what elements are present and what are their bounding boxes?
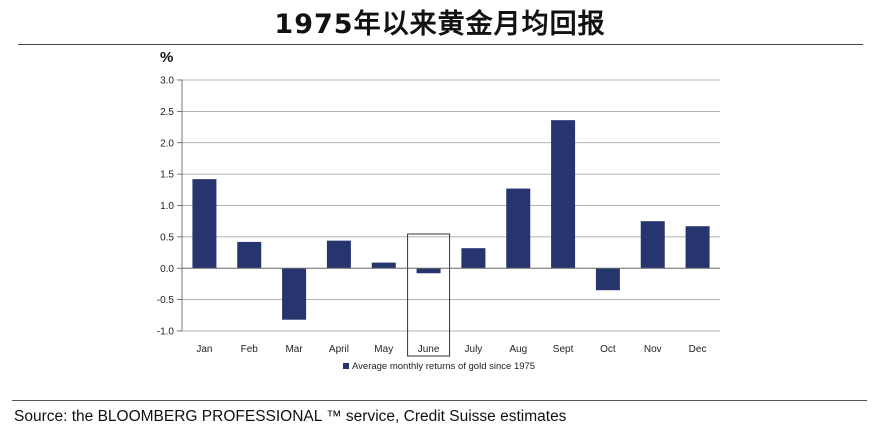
source-note: Source: the BLOOMBERG PROFESSIONAL ™ ser…	[14, 408, 567, 425]
x-tick-label: Jan	[196, 344, 212, 355]
bar-may	[371, 262, 396, 269]
y-tick-label: 0.0	[160, 264, 174, 275]
x-tick-label: June	[418, 344, 440, 355]
bar-mar	[282, 268, 307, 320]
x-tick-label: Oct	[600, 344, 616, 355]
bar-april	[326, 240, 351, 269]
x-tick-label: May	[374, 344, 393, 355]
x-tick-label: April	[329, 344, 349, 355]
bars	[192, 120, 710, 320]
bar-aug	[506, 188, 531, 269]
x-tick-label: Feb	[241, 344, 259, 355]
legend: Average monthly returns of gold since 19…	[343, 361, 535, 372]
y-tick-label: 2.5	[160, 107, 174, 118]
y-tick-label: 1.0	[160, 201, 174, 212]
y-tick-label: -0.5	[157, 295, 175, 306]
axes	[177, 79, 720, 357]
y-tick-label: 0.5	[160, 232, 174, 243]
y-tick-label: 3.0	[160, 76, 174, 87]
source-divider	[12, 400, 867, 401]
gridlines	[182, 79, 720, 332]
y-axis-unit: %	[160, 49, 173, 66]
x-tick-label: Nov	[644, 344, 662, 355]
bar-sept	[551, 120, 576, 269]
bar-nov	[640, 221, 665, 269]
bar-dec	[685, 226, 710, 269]
bar-june	[416, 268, 441, 274]
x-tick-label: Sept	[553, 344, 574, 355]
x-tick-label: Dec	[689, 344, 707, 355]
y-tick-label: 1.5	[160, 170, 174, 181]
bar-july	[461, 248, 486, 269]
x-tick-label: Aug	[509, 344, 527, 355]
x-tick-label: Mar	[285, 344, 303, 355]
bar-oct	[595, 268, 620, 291]
y-tick-label: -1.0	[157, 327, 175, 338]
tick-labels: 3.0 2.5 2.0 1.5 1.0 0.5 0.0 -0.5 -1.0% Jan Feb Mar A…	[157, 49, 707, 355]
bar-feb	[237, 241, 262, 269]
bar-jan	[192, 179, 217, 269]
legend-swatch	[343, 363, 349, 369]
x-tick-label: July	[465, 344, 483, 355]
highlight-box	[407, 233, 451, 357]
title-divider	[18, 44, 863, 45]
chart-title: 1975年以来黄金月均回报	[274, 9, 606, 40]
legend-label: Average monthly returns of gold since 19…	[352, 361, 535, 372]
y-tick-label: 2.0	[160, 138, 174, 149]
